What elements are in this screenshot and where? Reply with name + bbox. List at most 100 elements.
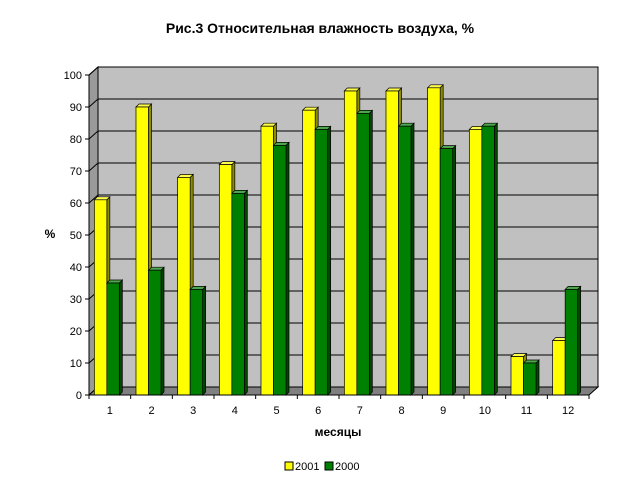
plot-area <box>87 65 600 397</box>
bar-side <box>410 122 415 396</box>
bar-top <box>480 122 499 127</box>
bar-top <box>385 87 403 92</box>
legend-swatch <box>324 461 334 471</box>
x-axis-label: месяцы <box>315 425 362 439</box>
bar-front <box>273 145 287 396</box>
y-tick-label: 30 <box>70 294 82 306</box>
bar-side <box>285 141 290 396</box>
bar-2000-7 <box>355 109 374 396</box>
bar-top <box>564 286 582 290</box>
bar-2000-8 <box>397 122 415 396</box>
legend-item-2000: 2000 <box>324 461 359 473</box>
y-tick-label: 40 <box>70 262 82 274</box>
bar-2000-4 <box>230 189 249 396</box>
bar-top <box>314 126 332 130</box>
bar-2000-9 <box>439 144 457 396</box>
legend-label: 2001 <box>295 461 319 473</box>
x-tick-label: 2 <box>148 405 154 417</box>
bar-top <box>230 190 249 194</box>
bar-front <box>148 269 162 396</box>
y-tick-label: 80 <box>70 134 82 146</box>
bar-2000-6 <box>314 125 332 396</box>
bar-2000-5 <box>272 141 290 396</box>
x-tick-label: 10 <box>479 405 491 417</box>
bar-front <box>356 113 370 396</box>
bar-front <box>231 193 245 396</box>
bar-top <box>510 353 528 357</box>
bar-2000-1 <box>105 279 124 396</box>
bar-top <box>147 266 165 271</box>
bar-front <box>439 148 454 396</box>
y-tick-label: 90 <box>70 102 82 114</box>
bar-front <box>260 125 274 396</box>
bar-front <box>218 164 233 396</box>
bar-side <box>202 285 207 396</box>
bar-top <box>260 122 278 127</box>
bar-front <box>314 129 329 396</box>
bar-top <box>135 103 153 108</box>
bar-front <box>93 199 108 396</box>
x-tick-label: 3 <box>190 405 196 417</box>
x-tick-label: 11 <box>521 405 532 417</box>
gridline-side <box>88 162 99 172</box>
bar-top <box>301 106 320 111</box>
legend-swatch <box>284 461 294 471</box>
bar-side <box>160 266 165 396</box>
bar-front <box>135 106 149 396</box>
x-tick-label: 7 <box>357 405 363 417</box>
bar-top <box>397 122 415 127</box>
bar-side <box>493 122 498 396</box>
bar-top <box>522 359 540 364</box>
bar-front <box>481 125 495 396</box>
bar-2000-11 <box>522 359 540 396</box>
legend: 2001 2000 <box>284 461 359 473</box>
gridline-side <box>88 66 99 76</box>
bar-top <box>105 279 124 284</box>
bar-front <box>385 90 399 396</box>
bar-top <box>272 142 290 146</box>
bar-top <box>218 161 236 165</box>
bar-front <box>552 340 566 396</box>
legend-item-2001: 2001 <box>284 461 319 473</box>
bar-top <box>355 110 374 114</box>
bar-front <box>510 356 524 396</box>
bar-front <box>564 289 579 396</box>
gridline-side <box>88 194 99 204</box>
bar-side <box>452 144 457 396</box>
bar-top <box>189 286 207 290</box>
bar-side <box>327 125 332 396</box>
bar-top <box>343 87 361 92</box>
y-axis-label: % <box>45 227 56 241</box>
y-tick-label: 20 <box>70 326 82 338</box>
bar-2000-3 <box>189 285 207 396</box>
bar-2000-10 <box>480 122 499 396</box>
bar-front <box>189 289 204 396</box>
y-tick-label: 60 <box>70 198 82 210</box>
bar-front <box>302 109 316 396</box>
legend-label: 2000 <box>335 461 359 473</box>
bar-2000-2 <box>147 266 165 396</box>
y-tick-label: 50 <box>70 230 82 242</box>
gridline-side <box>88 98 99 108</box>
y-tick-label: 100 <box>64 70 82 82</box>
chart-title: Рис.3 Относительная влажность воздуха, % <box>166 20 475 36</box>
gridline-side <box>88 130 99 140</box>
x-tick-label: 1 <box>107 405 113 417</box>
bar-top <box>93 196 111 201</box>
bar-front <box>427 87 441 396</box>
bar-front <box>398 125 412 396</box>
x-tick-label: 12 <box>562 405 574 417</box>
bar-front <box>343 90 358 396</box>
bar-front <box>468 129 483 396</box>
bar-top <box>176 174 195 178</box>
y-tick-label: 70 <box>70 166 82 178</box>
x-tick-label: 8 <box>398 405 404 417</box>
bar-top <box>426 84 445 89</box>
bar-side <box>368 109 373 396</box>
x-tick-label: 6 <box>315 405 321 417</box>
bar-side <box>243 189 248 396</box>
y-tick-label: 0 <box>76 390 82 402</box>
bar-front <box>523 362 537 396</box>
bar-top <box>439 145 457 149</box>
